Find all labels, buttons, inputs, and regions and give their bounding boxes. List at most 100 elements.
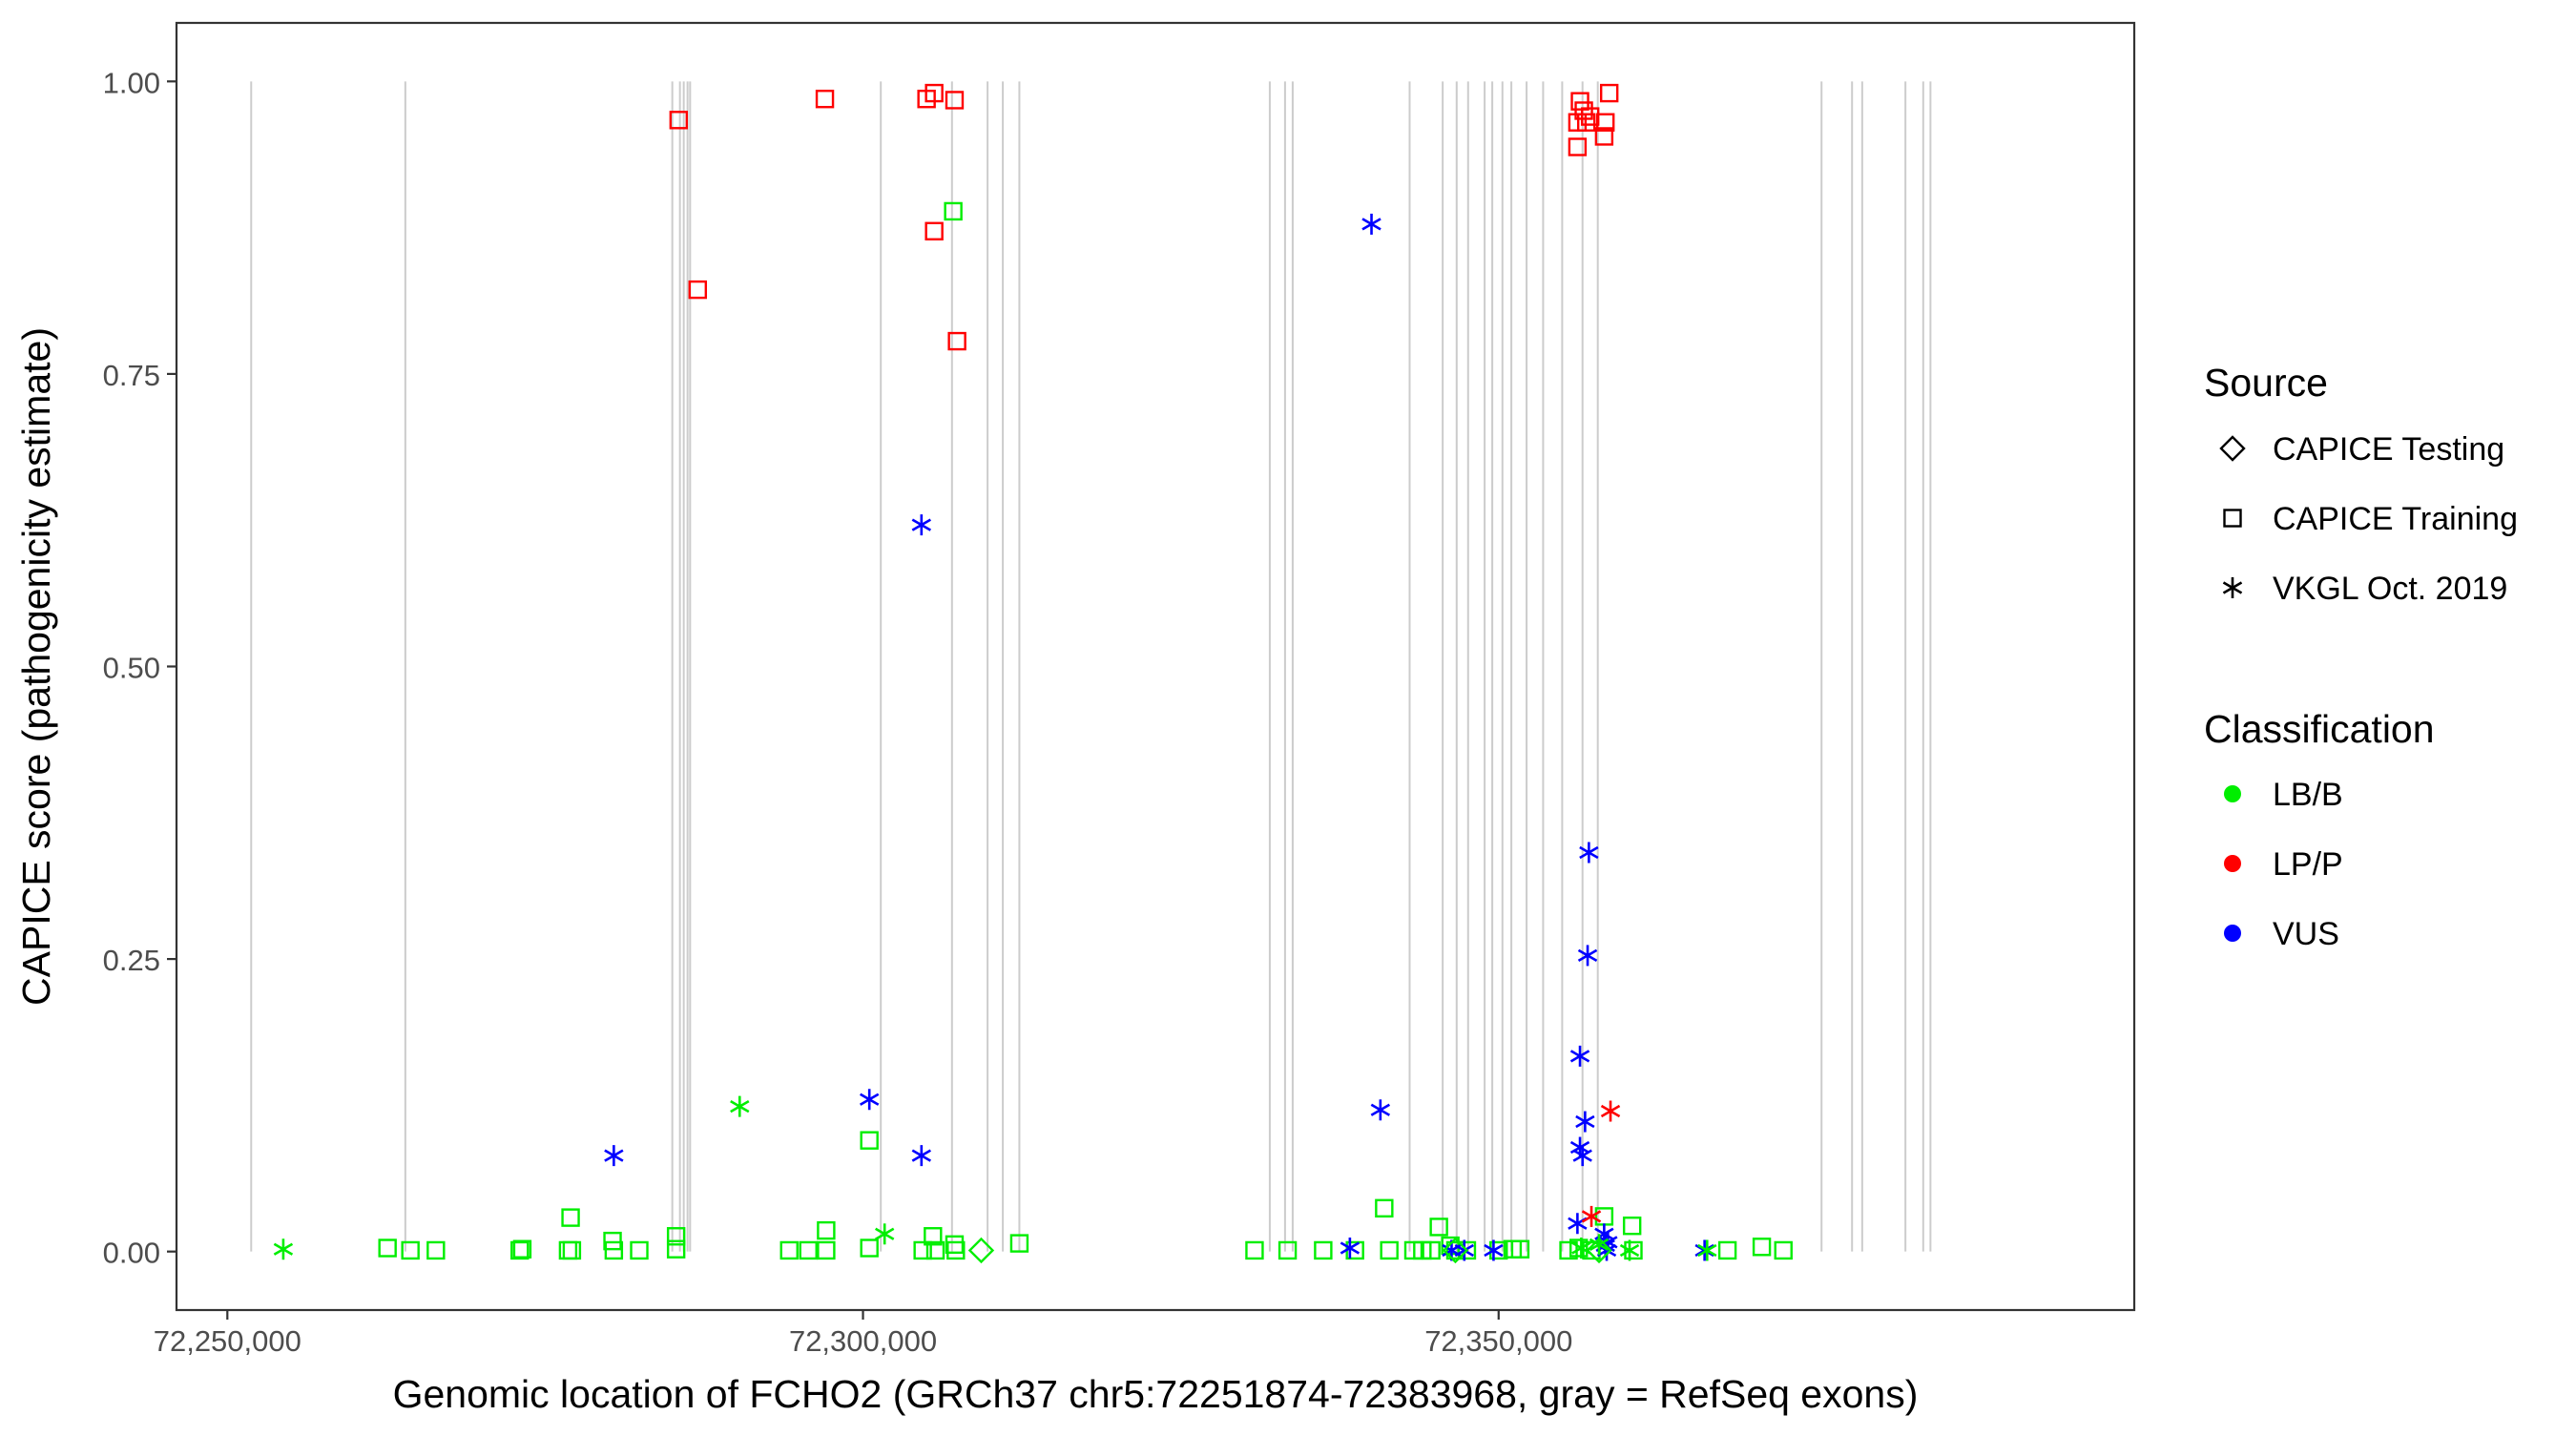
data-point <box>1570 92 1589 111</box>
data-point <box>817 1220 836 1240</box>
data-point <box>688 280 708 300</box>
data-point <box>1245 1240 1264 1260</box>
data-point <box>779 1240 799 1260</box>
data-point <box>1586 1237 1612 1264</box>
asterisk-stroke <box>1581 1210 1602 1223</box>
asterisk-stroke <box>911 518 932 531</box>
data-point <box>925 1240 945 1260</box>
data-point <box>911 1145 932 1167</box>
asterisk-stroke <box>1572 1149 1592 1162</box>
data-point <box>666 1227 686 1246</box>
data-point <box>1694 1239 1714 1261</box>
y-tick-label: 0.75 <box>103 359 160 392</box>
data-point <box>945 91 965 110</box>
series-vkgl-oct-2019 <box>273 213 1717 1261</box>
data-point <box>1577 113 1596 132</box>
series-capice-testing <box>967 1237 1612 1264</box>
data-point <box>1622 1217 1642 1236</box>
asterisk-stroke <box>1571 1241 1591 1255</box>
data-point <box>512 1239 532 1259</box>
data-point <box>604 1145 624 1167</box>
asterisk-stroke <box>1370 1103 1391 1116</box>
data-point <box>1579 842 1599 864</box>
asterisk-stroke <box>2222 581 2243 594</box>
data-point <box>1595 113 1615 132</box>
legend-source-title: Source <box>2204 361 2328 405</box>
data-point <box>924 1227 943 1246</box>
plot-panel-border <box>175 21 2136 1312</box>
data-point <box>603 1231 622 1251</box>
data-point <box>860 1131 879 1150</box>
asterisk-stroke <box>1577 948 1598 963</box>
asterisk-stroke <box>1340 1241 1361 1255</box>
asterisk-stroke <box>1575 1114 1595 1129</box>
asterisk-stroke <box>1600 1104 1621 1118</box>
legend-class-title: Classification <box>2204 707 2435 751</box>
asterisk-stroke <box>911 1149 932 1162</box>
asterisk-stroke <box>730 1099 750 1113</box>
data-point <box>630 1240 649 1260</box>
data-point <box>860 1089 880 1111</box>
data-point <box>1340 1238 1361 1259</box>
data-point <box>426 1240 446 1260</box>
legend-key-dot <box>2224 785 2241 802</box>
axes: 0.00 0.25 0.50 0.75 1.00 72,250,000 72,300,000… <box>103 66 1573 1358</box>
data-point <box>1575 1111 1595 1133</box>
data-point <box>1697 1239 1717 1261</box>
data-point <box>817 1240 836 1260</box>
data-point <box>946 1240 966 1260</box>
x-axis-label: Genomic location of FCHO2 (GRCh37 chr5:7… <box>393 1372 1919 1416</box>
data-point <box>558 1240 578 1260</box>
data-point <box>669 111 689 130</box>
y-tick-label: 0.50 <box>103 652 160 685</box>
data-point <box>510 1240 530 1260</box>
data-point <box>1717 1240 1737 1260</box>
data-point <box>1572 1145 1592 1167</box>
legend-class-label: LB/B <box>2273 777 2343 813</box>
data-point <box>378 1238 397 1258</box>
y-tick-label: 0.25 <box>103 944 160 977</box>
y-tick-label: 1.00 <box>103 66 160 99</box>
asterisk-stroke <box>1589 1238 1610 1251</box>
legend-class-items: LB/B LP/P VUS <box>2224 777 2343 952</box>
asterisk-stroke <box>1361 218 1381 231</box>
x-tick-label: 72,300,000 <box>789 1324 937 1358</box>
data-point <box>730 1095 750 1117</box>
asterisk-stroke <box>860 1093 880 1106</box>
data-point <box>815 90 835 109</box>
data-point <box>875 1223 895 1245</box>
asterisk-stroke <box>1569 1050 1590 1063</box>
data-point <box>947 331 966 351</box>
legend-source-label: CAPICE Training <box>2273 501 2518 537</box>
data-point <box>562 1240 582 1260</box>
data-point <box>967 1237 995 1264</box>
legend-key-asterisk <box>2222 577 2243 598</box>
legend-source-items: CAPICE Testing CAPICE Training VKGL Oct. 2… <box>2219 431 2518 607</box>
legend-class-label: VUS <box>2273 916 2339 952</box>
data-point <box>1370 1099 1391 1121</box>
legend-source-label: VKGL Oct. 2019 <box>2273 571 2507 607</box>
data-point <box>924 221 944 240</box>
data-point <box>1457 1240 1477 1260</box>
data-point <box>666 1239 686 1259</box>
data-point <box>1484 1239 1504 1261</box>
legend-source-label: CAPICE Testing <box>2273 431 2504 468</box>
series-capice-training <box>378 83 1793 1260</box>
exon-lines <box>250 81 1932 1252</box>
asterisk-stroke <box>1619 1243 1640 1258</box>
data-point <box>945 1235 965 1255</box>
data-point <box>860 1238 879 1258</box>
data-point <box>1599 83 1619 103</box>
legend-key-square <box>2223 509 2242 528</box>
data-point <box>1619 1239 1640 1261</box>
data-point <box>1314 1240 1333 1260</box>
data-point <box>604 1240 624 1260</box>
data-point <box>1774 1240 1793 1260</box>
asterisk-stroke <box>1579 845 1599 860</box>
data-point <box>1489 1240 1508 1260</box>
data-point <box>1510 1239 1530 1259</box>
data-point <box>1380 1240 1399 1260</box>
data-point <box>401 1240 420 1260</box>
